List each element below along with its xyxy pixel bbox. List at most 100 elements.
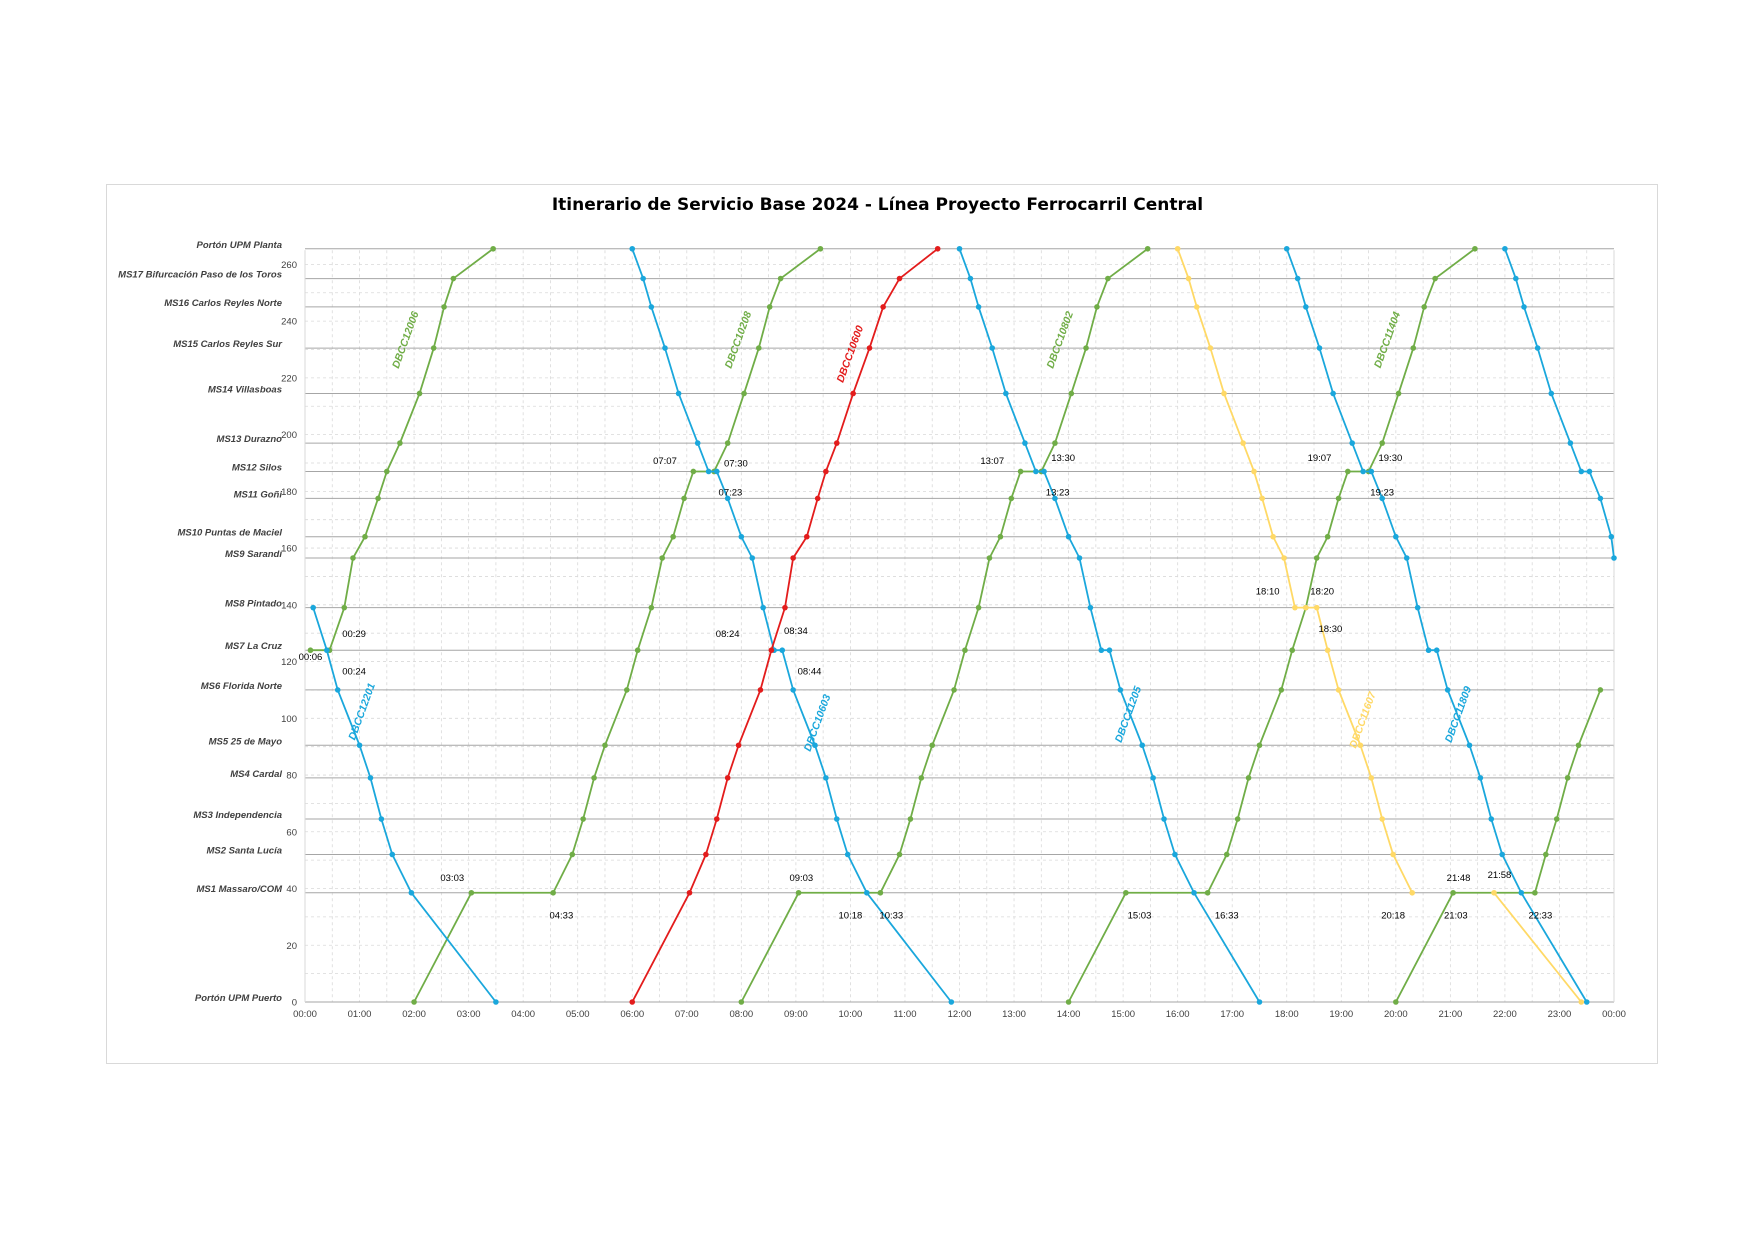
train-stop-marker (350, 555, 356, 561)
train-stop-marker (962, 647, 968, 654)
station-label: MS6 Florida Norte (201, 681, 283, 692)
time-annotation: 07:07 (653, 456, 677, 467)
train-stop-marker (1450, 889, 1456, 896)
train-stop-marker (817, 245, 824, 252)
chart-title: Itinerario de Servicio Base 2024 - Línea… (551, 195, 1204, 215)
y-tick-label: 200 (281, 430, 297, 441)
y-tick-label: 120 (281, 657, 297, 668)
time-annotation: 08:34 (784, 626, 808, 637)
x-tick-label: 12:00 (948, 1009, 972, 1020)
train-stop-marker (929, 742, 936, 749)
time-annotation: 22:33 (1528, 910, 1552, 921)
train-stop-marker (1335, 687, 1342, 693)
train-id-label: DBCC11205 (1113, 685, 1144, 744)
train-stop-marker (1553, 816, 1560, 822)
train-stop-marker (1534, 345, 1541, 351)
x-tick-label: 00:00 (293, 1009, 317, 1020)
time-annotation: 19:30 (1378, 453, 1402, 464)
train-stop-marker (341, 604, 348, 611)
train-stop-marker (1251, 468, 1257, 475)
train-stop-marker (1313, 555, 1320, 561)
station-label: MS2 Santa Lucía (207, 845, 283, 856)
x-tick-label: 15:00 (1111, 1009, 1135, 1020)
train-stop-marker (1052, 495, 1058, 502)
train-stop-marker (1324, 533, 1331, 540)
train-stop-marker (975, 304, 982, 310)
train-stop-marker (1335, 495, 1342, 502)
train-stop-marker (1139, 742, 1146, 749)
train-stop-marker (1052, 440, 1058, 446)
train-stop-marker (1477, 775, 1484, 781)
train-stop-marker (741, 390, 747, 397)
station-label: MS16 Carlos Reyles Norte (164, 298, 282, 309)
train-stop-marker (1281, 555, 1287, 561)
train-stop-marker (782, 604, 788, 611)
train-stop-marker (384, 468, 390, 475)
train-stop-marker (877, 889, 884, 896)
train-stop-marker (713, 816, 720, 822)
train-stop-marker (814, 495, 821, 502)
train-stop-marker (1087, 604, 1094, 611)
train-stop-marker (1564, 775, 1571, 781)
station-label: MS14 Villasboas (208, 384, 282, 395)
train-stop-marker (823, 775, 829, 781)
x-tick-label: 04:00 (511, 1009, 535, 1020)
train-stop-marker (803, 533, 810, 540)
train-stop-marker (738, 533, 745, 540)
train-stop-marker (1357, 742, 1364, 749)
train-stop-marker (1488, 816, 1495, 822)
train-stop-marker (1161, 816, 1167, 822)
train-stop-marker (1608, 533, 1615, 540)
train-stop-marker (1191, 889, 1197, 896)
train-route-line (1493, 892, 1582, 1003)
train-stop-marker (1330, 390, 1336, 397)
train-stop-marker (749, 555, 756, 561)
station-label: Portón UPM Planta (196, 240, 282, 251)
train-stop-marker (1033, 468, 1039, 475)
train-stop-marker (1117, 687, 1124, 693)
station-label: MS10 Puntas de Maciel (177, 528, 282, 539)
station-label: MS12 Silos (232, 462, 282, 473)
y-tick-label: 60 (286, 827, 297, 838)
train-stop-marker (713, 468, 720, 475)
x-tick-label: 01:00 (348, 1009, 372, 1020)
train-stop-marker (1259, 495, 1266, 502)
y-tick-label: 140 (281, 600, 297, 611)
train-stop-marker (441, 304, 447, 310)
x-tick-label: 07:00 (675, 1009, 699, 1020)
train-stop-marker (1395, 390, 1402, 397)
train-stop-marker (1444, 687, 1451, 693)
train-stop-marker (1583, 999, 1590, 1005)
train-stop-marker (768, 647, 775, 654)
train-stop-marker (1521, 304, 1527, 310)
train-stop-marker (411, 999, 417, 1005)
y-tick-label: 260 (281, 260, 297, 271)
train-route-line (1176, 248, 1414, 894)
train-stop-marker (1466, 742, 1473, 749)
x-tick-label: 19:00 (1329, 1009, 1353, 1020)
x-tick-label: 09:00 (784, 1009, 808, 1020)
train-stop-marker (1368, 775, 1375, 781)
train-stop-marker (324, 647, 330, 654)
train-route-line (1395, 689, 1602, 1003)
train-id-label: DBCC12006 (390, 310, 422, 370)
train-stop-marker (956, 245, 963, 252)
train-stop-marker (833, 816, 840, 822)
train-stop-marker (1017, 468, 1024, 475)
station-label: MS17 Bifurcación Paso de los Toros (118, 270, 282, 281)
train-stop-marker (307, 647, 314, 654)
train-stop-marker (757, 687, 764, 693)
train-stop-marker (1414, 604, 1421, 611)
train-stop-marker (724, 495, 731, 502)
y-tick-label: 240 (281, 317, 297, 328)
time-annotation: 07:23 (719, 488, 743, 499)
station-label: MS3 Independencia (193, 810, 282, 821)
train-stop-marker (833, 440, 840, 446)
station-label: MS4 Cardal (230, 769, 282, 780)
train-stop-marker (1393, 533, 1399, 540)
train-stop-marker (1421, 304, 1427, 310)
train-stop-marker (703, 851, 709, 858)
train-stop-marker (1278, 687, 1285, 693)
train-stop-marker (629, 999, 636, 1005)
train-stop-marker (1256, 999, 1263, 1005)
